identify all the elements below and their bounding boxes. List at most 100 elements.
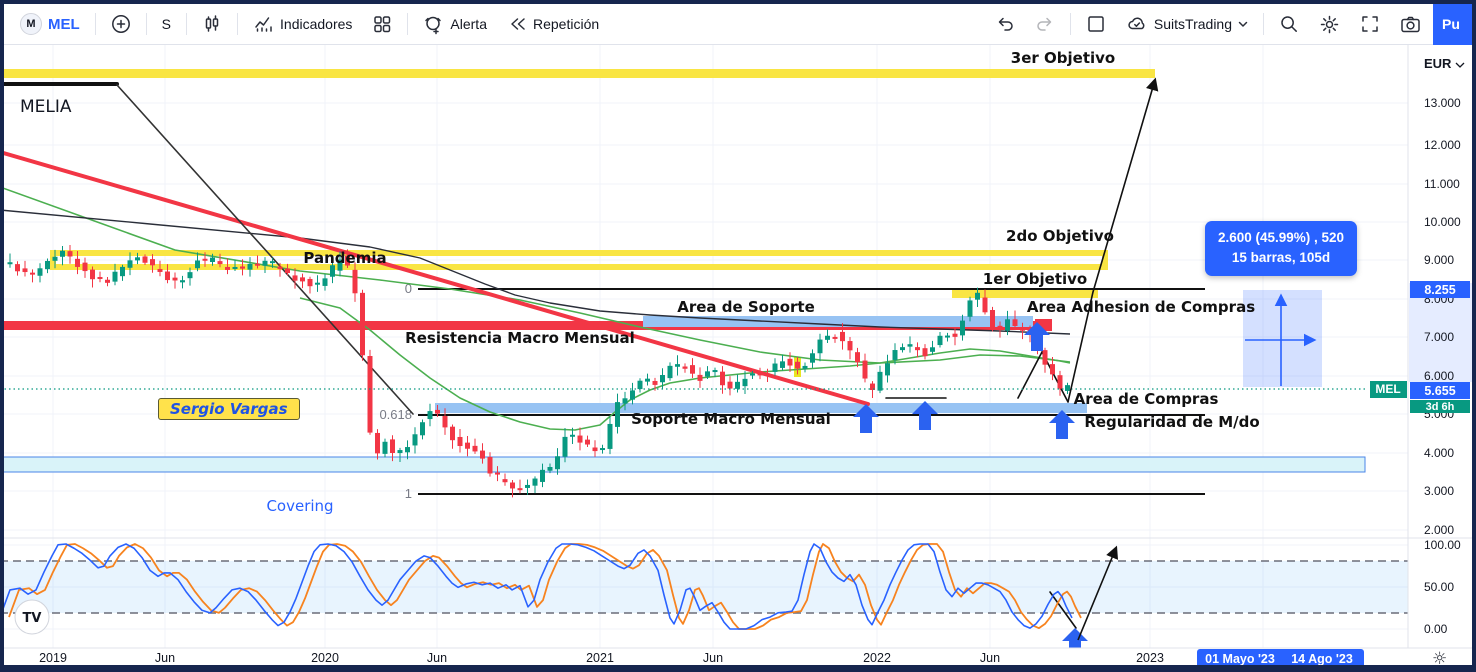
snapshot-button[interactable] [1392, 10, 1429, 39]
compare-button[interactable] [103, 9, 139, 39]
gear-icon [1319, 14, 1340, 35]
publish-button[interactable]: Pu [1433, 4, 1472, 45]
candle [240, 266, 245, 269]
buy-arrow-marker[interactable] [1024, 322, 1050, 351]
candle [622, 398, 628, 404]
stoch-tick[interactable] [1049, 591, 1077, 629]
candle [105, 279, 110, 283]
label-covering[interactable]: Covering [266, 497, 333, 515]
fullscreen-button[interactable] [1352, 9, 1388, 39]
fib-label-0.618: 0.618 [379, 407, 412, 422]
label-regularidad[interactable]: Regularidad de M/do [1084, 413, 1259, 431]
undo-icon [995, 14, 1015, 34]
candle [697, 374, 703, 381]
alert-label: Alerta [450, 16, 487, 32]
symbol-name: MEL [48, 15, 80, 33]
price-tick: 3.000 [1424, 484, 1454, 498]
candle [472, 445, 478, 452]
band-soporte-macro[interactable] [435, 403, 1087, 413]
candle [435, 409, 440, 414]
cloud-layout-menu[interactable]: SuitsTrading [1118, 9, 1256, 39]
time-axis[interactable] [4, 648, 1472, 665]
price-tick: 9.000 [1424, 253, 1454, 267]
candle [900, 347, 905, 351]
camera-icon [1400, 15, 1421, 34]
label-area-adhesion[interactable]: Area Adhesion de Compras [1027, 298, 1255, 316]
candle [1012, 319, 1018, 327]
symbol-search-button[interactable]: M MEL [12, 8, 88, 40]
steep-trendline[interactable] [116, 84, 414, 415]
last-price-badge [1410, 382, 1470, 399]
label-area-compras[interactable]: Area de Compras [1074, 390, 1219, 408]
price-axis-highlight [1409, 283, 1472, 382]
band-resistencia[interactable] [4, 321, 1035, 330]
candle [555, 456, 560, 470]
time-tick: 2019 [39, 651, 67, 665]
replay-label: Repetición [532, 16, 600, 32]
candle [892, 350, 898, 360]
chart-style-button[interactable] [194, 9, 230, 39]
price-axis[interactable] [1408, 45, 1472, 648]
band-area-soporte[interactable] [643, 316, 1033, 327]
candle [907, 344, 913, 347]
candle [510, 482, 515, 489]
tradingview-logo[interactable] [14, 599, 50, 635]
author-label[interactable]: Sergio Vargas [158, 398, 300, 420]
replay-button[interactable]: Repetición [499, 9, 607, 39]
time-tick: Jun [703, 651, 723, 665]
buy-arrow-marker[interactable] [912, 401, 938, 430]
layout-templates-button[interactable] [364, 9, 400, 39]
label-resistencia[interactable]: Resistencia Macro Mensual [405, 329, 635, 347]
buy-arrow-marker[interactable] [1062, 628, 1088, 657]
label-soporte-macro[interactable]: Soporte Macro Mensual [631, 410, 831, 428]
candle [960, 320, 965, 336]
axis-currency-label[interactable]: EUR [1424, 56, 1452, 71]
stoch-k-line [4, 543, 1073, 630]
candle [982, 297, 988, 313]
label-1er-objetivo[interactable]: 1er Objetivo [983, 270, 1087, 288]
melia-watermark[interactable]: MELIA [20, 97, 72, 117]
candle [682, 366, 688, 369]
band-cyan[interactable] [4, 456, 1366, 473]
separator [407, 13, 409, 35]
buy-arrow-marker[interactable] [853, 404, 879, 433]
candle [337, 259, 343, 271]
osc-tick: 0.00 [1424, 622, 1448, 636]
label-area-soporte[interactable]: Area de Soporte [677, 298, 815, 316]
undo-button[interactable] [987, 9, 1023, 39]
candle [142, 256, 148, 263]
settings-button[interactable] [1311, 9, 1348, 40]
interval-button[interactable]: S [154, 11, 179, 37]
label-2do-objetivo[interactable]: 2do Objetivo [1006, 227, 1114, 245]
theme-sun-icon[interactable]: ☼ [1432, 649, 1447, 665]
label-pandemia[interactable]: Pandemia [303, 249, 386, 267]
candle [480, 450, 485, 459]
red-macro-trendline[interactable] [4, 151, 870, 406]
chart-canvas[interactable]: 0 0.618 1 MEL MELIA Pandemia Resistencia Macro… [4, 4, 1472, 665]
date-range-badge[interactable] [1197, 649, 1364, 665]
candle [757, 373, 763, 376]
candle [885, 363, 890, 376]
indicators-button[interactable]: Indicadores [245, 9, 360, 40]
time-tick: Jun [427, 651, 447, 665]
projection-arrow[interactable] [1067, 77, 1159, 403]
label-3er-objetivo[interactable]: 3er Objetivo [1011, 49, 1115, 67]
stoch-projection-arrow[interactable] [1077, 545, 1119, 641]
buy-arrow-marker[interactable] [1049, 410, 1075, 439]
time-tick: 2020 [311, 651, 339, 665]
band-3er-objetivo[interactable] [4, 69, 1155, 78]
candle [270, 261, 275, 264]
tradingview-logo-glyph: TV [23, 611, 42, 626]
candle [345, 255, 350, 266]
interval-label: S [161, 16, 172, 32]
time-tick: 2022 [863, 651, 891, 665]
band-1er-objetivo[interactable] [952, 290, 1098, 298]
layout-select-button[interactable] [1078, 9, 1114, 39]
alert-button[interactable]: Alerta [415, 9, 495, 40]
cloud-check-icon [1126, 14, 1148, 34]
candle [787, 358, 793, 366]
redo-button[interactable] [1027, 9, 1063, 39]
search-button[interactable] [1271, 9, 1307, 39]
price-tick: 2.000 [1424, 523, 1454, 537]
